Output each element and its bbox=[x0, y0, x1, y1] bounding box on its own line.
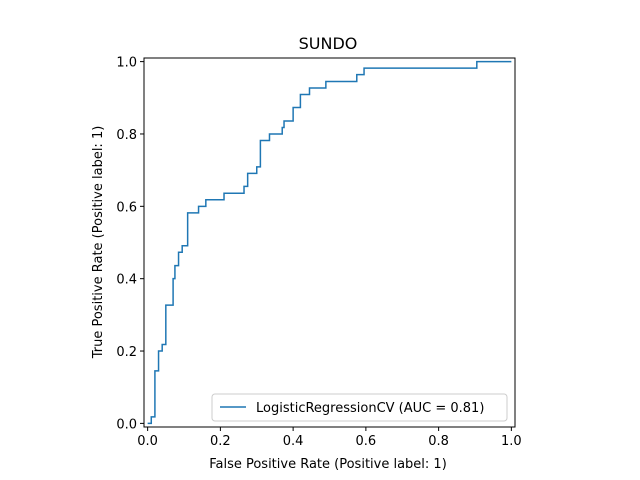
legend-box bbox=[211, 393, 508, 422]
y-tick-label: 1.0 bbox=[116, 56, 137, 71]
y-tick-label: 0.4 bbox=[116, 273, 137, 288]
y-tick-label: 0.6 bbox=[116, 200, 137, 215]
x-axis-label: False Positive Rate (Positive label: 1) bbox=[209, 457, 447, 472]
plot-area bbox=[147, 60, 512, 425]
x-tick-label: 1.0 bbox=[501, 434, 522, 449]
x-tick-label: 0.0 bbox=[137, 434, 158, 449]
x-tick-label: 0.6 bbox=[356, 434, 377, 449]
axes-frame bbox=[143, 57, 516, 428]
y-axis: 0.0 0.2 0.4 0.6 0.8 1.0 bbox=[116, 56, 144, 432]
y-tick-label: 0.0 bbox=[116, 417, 137, 432]
roc-curve-line-0 bbox=[147, 60, 512, 425]
x-tick-label: 0.8 bbox=[428, 434, 449, 449]
y-tick-label: 0.2 bbox=[116, 345, 137, 360]
x-tick-label: 0.4 bbox=[283, 434, 304, 449]
y-tick-label: 0.8 bbox=[116, 128, 137, 143]
x-axis: 0.0 0.2 0.4 0.6 0.8 1.0 bbox=[137, 427, 522, 449]
legend: LogisticRegressionCV (AUC = 0.81) bbox=[211, 393, 508, 422]
y-axis-label: True Positive Rate (Positive label: 1) bbox=[91, 126, 106, 360]
x-tick-label: 0.2 bbox=[210, 434, 231, 449]
legend-label: LogisticRegressionCV (AUC = 0.81) bbox=[256, 401, 484, 416]
chart-title: SUNDO bbox=[299, 34, 358, 53]
